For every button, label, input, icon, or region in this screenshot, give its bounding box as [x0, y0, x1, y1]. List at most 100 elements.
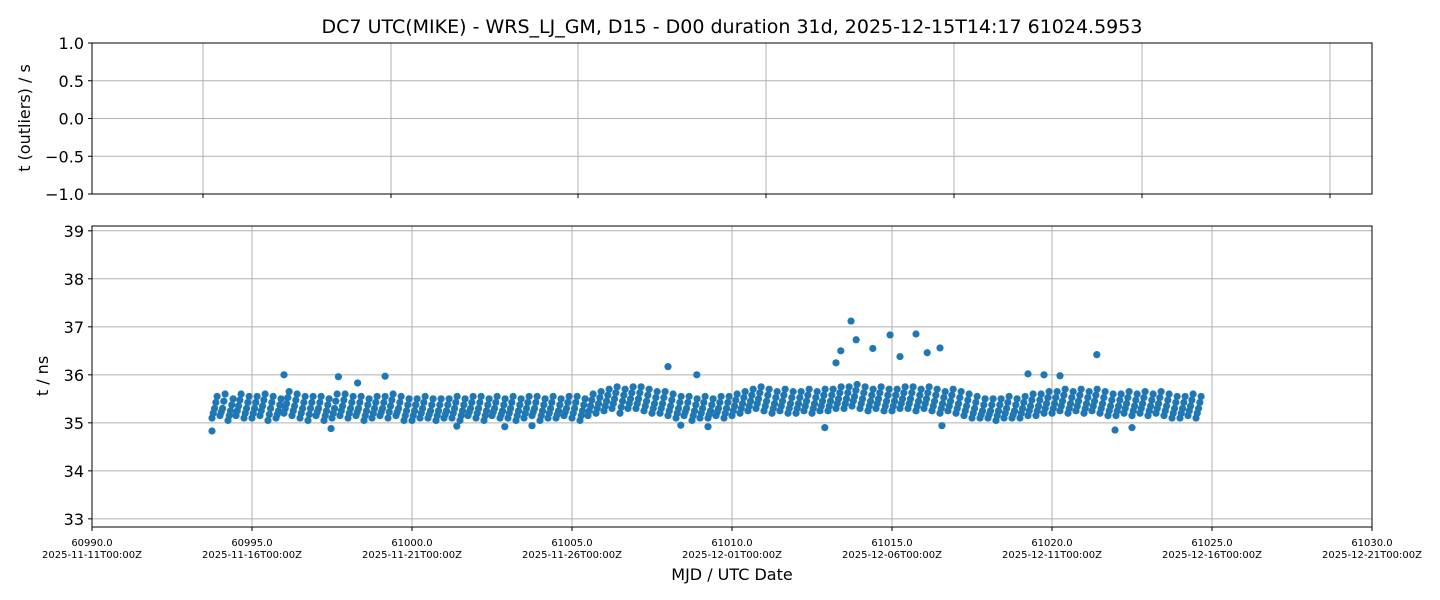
data-point — [1180, 398, 1188, 407]
data-point — [756, 389, 764, 397]
data-point — [1197, 392, 1205, 401]
data-point — [1181, 392, 1189, 401]
data-point — [477, 392, 485, 401]
data-point — [881, 402, 889, 410]
data-point — [365, 395, 373, 403]
data-point — [1033, 407, 1041, 415]
data-point — [1013, 395, 1021, 403]
data-point — [713, 408, 721, 416]
y-tick-label: 39 — [64, 222, 84, 241]
data-point — [869, 344, 877, 353]
data-point — [693, 371, 701, 379]
data-point — [692, 401, 700, 409]
data-point — [761, 402, 769, 410]
data-point — [1165, 390, 1173, 398]
data-point — [1036, 396, 1044, 404]
data-point — [340, 396, 348, 404]
data-point — [1073, 402, 1081, 410]
data-point — [473, 409, 481, 417]
data-point — [361, 412, 369, 420]
data-point — [905, 400, 913, 408]
data-point — [893, 385, 901, 393]
data-point — [268, 398, 276, 407]
data-point — [593, 404, 601, 413]
data-point — [500, 401, 508, 409]
data-point — [1164, 396, 1172, 404]
data-point — [1100, 394, 1108, 402]
data-point — [484, 401, 492, 409]
data-point — [213, 392, 221, 401]
data-point — [693, 395, 701, 403]
data-point — [618, 397, 627, 405]
data-point — [508, 398, 516, 407]
data-point — [293, 390, 301, 398]
data-point — [1093, 385, 1101, 393]
data-point — [396, 398, 404, 407]
data-point — [789, 388, 797, 396]
data-point — [393, 408, 401, 416]
data-point — [589, 390, 597, 398]
data-point — [332, 397, 340, 405]
y-tick-label: 36 — [64, 366, 84, 385]
data-point — [505, 409, 513, 417]
data-point — [1056, 372, 1064, 380]
y-tick-label: 34 — [64, 462, 84, 481]
data-point — [849, 397, 857, 405]
data-point — [1093, 351, 1101, 359]
data-point — [1117, 390, 1125, 398]
chart-title: DC7 UTC(MIKE) - WRS_LJ_GM, D15 - D00 dur… — [322, 16, 1143, 38]
data-point — [705, 410, 713, 419]
data-point — [436, 401, 444, 409]
data-point — [386, 402, 395, 410]
data-point — [953, 404, 961, 413]
data-point — [1089, 402, 1097, 410]
data-point — [785, 404, 793, 413]
data-point — [1125, 388, 1133, 396]
x-tick-date-label: 2025-11-11T00:00Z — [42, 550, 142, 561]
data-point — [1065, 404, 1073, 413]
data-point — [825, 402, 833, 410]
data-point — [1076, 391, 1084, 399]
data-point — [537, 412, 545, 420]
x-tick-date-label: 2025-12-06T00:00Z — [842, 550, 942, 561]
data-point — [649, 404, 657, 413]
data-point — [1113, 407, 1121, 415]
data-point — [433, 412, 441, 420]
data-point — [780, 391, 788, 399]
data-point — [973, 392, 981, 401]
data-point — [1196, 398, 1204, 407]
data-point — [489, 408, 497, 416]
data-point — [724, 398, 732, 407]
x-tick-mjd-label: 60990.0 — [71, 538, 112, 549]
data-point — [428, 401, 436, 409]
y-tick-label: 37 — [64, 318, 84, 337]
data-point — [253, 392, 261, 401]
data-point — [980, 401, 988, 409]
data-point — [657, 404, 665, 413]
data-point — [821, 424, 829, 432]
data-point — [1084, 394, 1092, 402]
data-point — [929, 402, 937, 410]
data-point — [1061, 385, 1069, 393]
data-point — [212, 398, 220, 407]
data-point — [988, 401, 996, 409]
data-point — [1157, 388, 1165, 396]
data-point — [354, 379, 362, 387]
data-point — [1021, 392, 1029, 401]
data-point — [677, 421, 685, 429]
data-point — [1004, 398, 1012, 407]
data-point — [1161, 407, 1169, 415]
data-point — [273, 410, 281, 419]
x-tick-mjd-label: 61025.0 — [1191, 538, 1232, 549]
data-point — [1109, 390, 1117, 398]
data-point — [345, 409, 353, 417]
data-point — [669, 390, 677, 398]
data-point — [280, 371, 288, 379]
data-point — [620, 391, 628, 399]
data-point — [981, 395, 989, 403]
data-point — [557, 395, 565, 403]
x-tick-date-label: 2025-12-11T00:00Z — [1002, 550, 1102, 561]
data-point — [513, 412, 521, 420]
data-point — [577, 412, 585, 420]
data-point — [613, 383, 621, 391]
